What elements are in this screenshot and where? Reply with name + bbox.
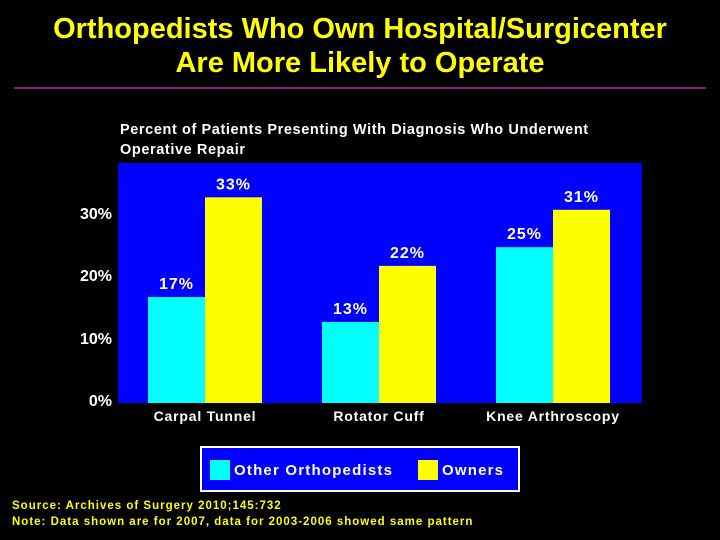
x-tick-label: Knee Arthroscopy [486, 408, 620, 424]
bar-knee-arthroscopy-owners [553, 209, 610, 403]
legend-label-owners: Owners [442, 462, 505, 479]
data-label-carpal-tunnel-owners: 33% [216, 176, 251, 193]
bar-carpal-tunnel-owners [205, 197, 262, 403]
data-label-carpal-tunnel-other: 17% [159, 276, 194, 293]
note-line: Note: Data shown are for 2007, data for … [12, 516, 474, 528]
y-tick-label: 30% [79, 206, 112, 223]
chart-subtitle-line-1: Percent of Patients Presenting With Diag… [120, 122, 589, 138]
y-tick-label: 0% [88, 393, 112, 410]
data-label-rotator-cuff-other: 13% [333, 301, 368, 318]
bar-carpal-tunnel-other [148, 297, 205, 403]
title-divider [14, 87, 706, 89]
x-tick-label: Rotator Cuff [333, 408, 425, 424]
chart-subtitle: Percent of Patients Presenting With Diag… [120, 120, 589, 160]
legend-swatch-owners [418, 460, 438, 480]
y-tick-label: 10% [79, 330, 112, 348]
y-tick-label: 20% [79, 268, 112, 286]
source-line: Source: Archives of Surgery 2010;145:732 [12, 500, 282, 512]
bar-rotator-cuff-other [322, 321, 379, 403]
title-line-2: Are More Likely to Operate [175, 47, 545, 79]
legend-label-other: Other Orthopedists [234, 462, 394, 479]
bar-rotator-cuff-owners [379, 265, 436, 403]
x-tick-label: Carpal Tunnel [153, 408, 257, 424]
title-line-1: Orthopedists Who Own Hospital/Surgicente… [53, 13, 667, 45]
data-label-rotator-cuff-owners: 22% [390, 245, 425, 262]
legend: Other Orthopedists Owners [200, 446, 520, 492]
chart-subtitle-line-2: Operative Repair [120, 142, 246, 158]
data-label-knee-arthroscopy-other: 25% [507, 226, 542, 243]
legend-swatch-other [210, 460, 230, 480]
bar-knee-arthroscopy-other [496, 247, 553, 403]
data-label-knee-arthroscopy-owners: 31% [564, 189, 599, 206]
